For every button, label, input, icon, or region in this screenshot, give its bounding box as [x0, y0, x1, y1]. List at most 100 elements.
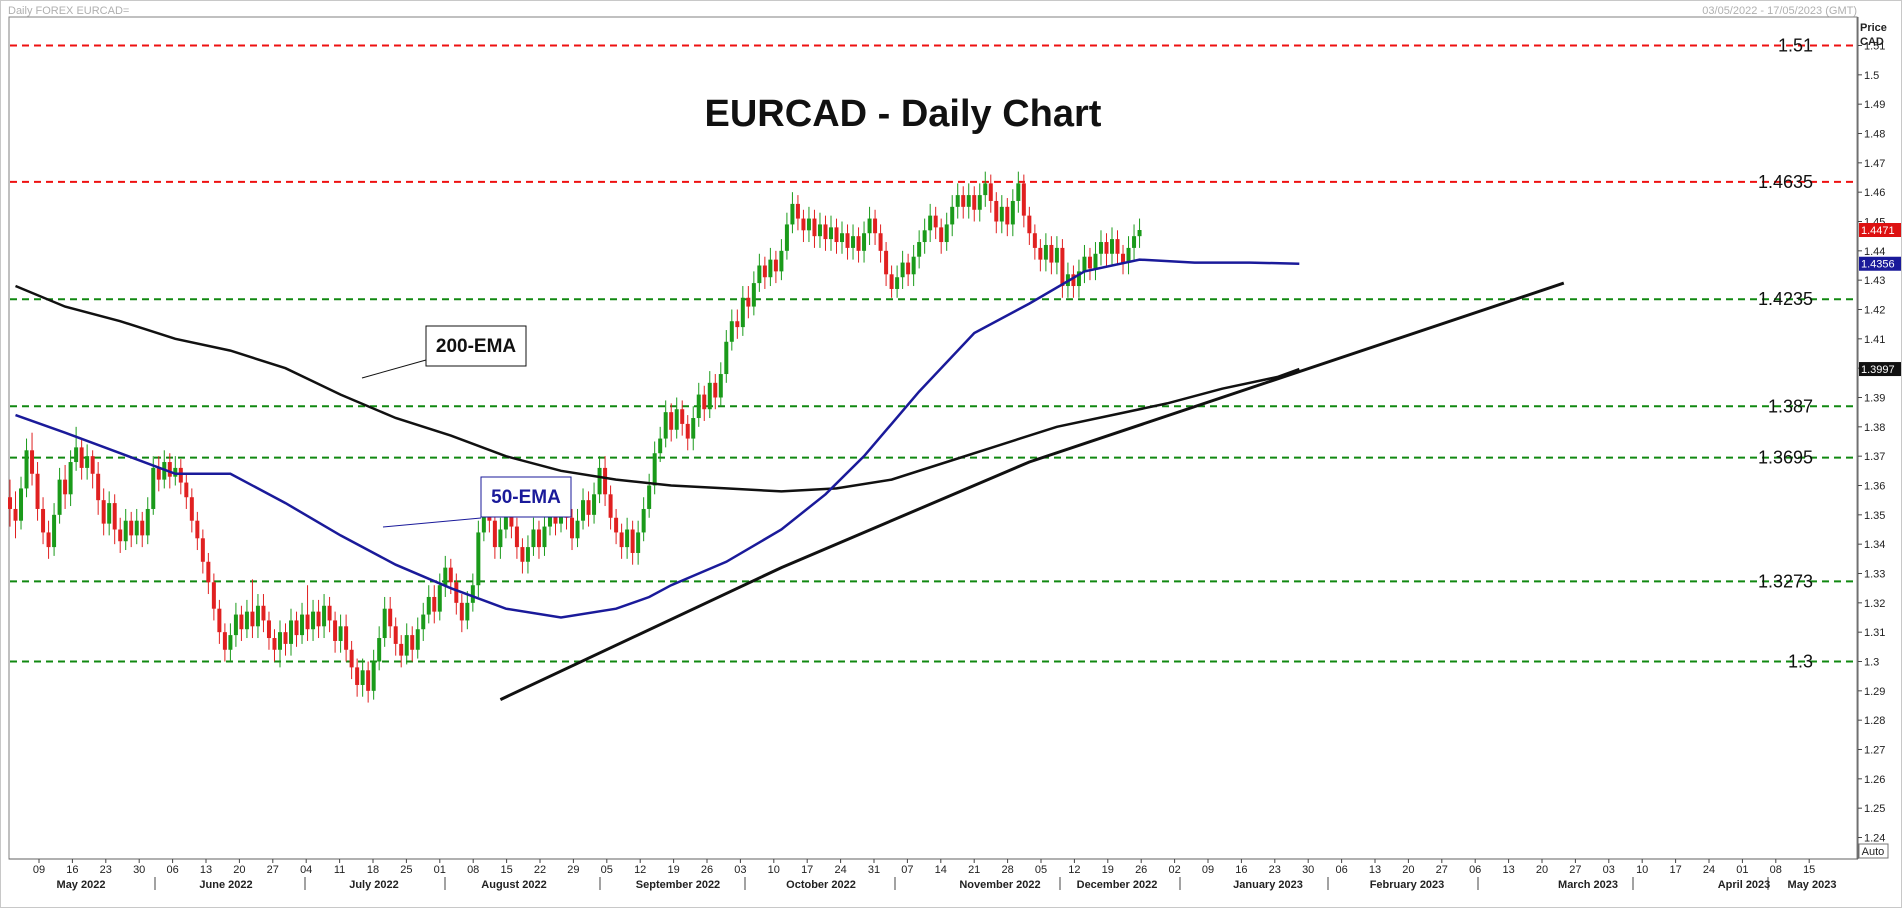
x-tick-label: 01	[1736, 864, 1748, 876]
candle	[845, 224, 850, 260]
y-tick-label: 1.24	[1864, 833, 1885, 845]
candle	[729, 309, 734, 351]
candle	[713, 374, 718, 410]
candle	[426, 585, 431, 624]
candle	[1027, 206, 1032, 245]
candle	[90, 450, 95, 489]
level-label-0: 1.51	[1778, 36, 1813, 56]
candle	[68, 450, 73, 507]
x-tick-label: 25	[400, 864, 412, 876]
candle	[140, 511, 145, 548]
candle	[217, 599, 222, 644]
candle	[377, 626, 382, 671]
month-label: September 2022	[636, 879, 720, 891]
candle	[145, 497, 150, 545]
candle	[24, 438, 29, 498]
month-label: March 2023	[1558, 879, 1618, 891]
candle	[206, 552, 211, 595]
candle	[96, 462, 101, 515]
x-tick-label: 02	[1168, 864, 1180, 876]
candle	[823, 215, 828, 251]
candle	[740, 286, 745, 336]
candle	[851, 224, 856, 260]
candle	[432, 585, 437, 624]
candle	[349, 640, 354, 680]
candle	[1126, 236, 1131, 275]
candle	[46, 520, 51, 559]
candle	[994, 192, 999, 234]
level-label-2: 1.4235	[1758, 289, 1813, 309]
price-tag-label-0: 1.4471	[1861, 225, 1895, 237]
y-tick-label: 1.35	[1864, 510, 1885, 522]
candle	[399, 635, 404, 668]
x-tick-label: 24	[834, 864, 846, 876]
x-tick-label: 20	[1402, 864, 1414, 876]
x-tick-label: 26	[701, 864, 713, 876]
candle	[200, 529, 205, 574]
candle	[437, 573, 442, 621]
x-tick-label: 03	[1603, 864, 1615, 876]
candle	[514, 517, 519, 559]
candle	[470, 573, 475, 612]
candle	[1016, 171, 1021, 213]
x-tick-label: 10	[1636, 864, 1648, 876]
candle	[52, 503, 57, 556]
candle	[933, 206, 938, 240]
y-tick-label: 1.42	[1864, 305, 1885, 317]
candle	[498, 517, 503, 559]
candle	[19, 476, 24, 530]
candle	[878, 224, 883, 263]
x-tick-label: 31	[868, 864, 880, 876]
candle	[939, 218, 944, 254]
candle	[1038, 239, 1043, 272]
month-label: January 2023	[1233, 879, 1303, 891]
month-label: August 2022	[481, 879, 546, 891]
candle	[1132, 224, 1137, 260]
ema50-callout-leader	[382, 517, 482, 528]
candle	[222, 623, 227, 662]
auto-scale-button[interactable]	[1858, 843, 1889, 859]
x-tick-label: 24	[1703, 864, 1715, 876]
x-tick-label: 09	[33, 864, 45, 876]
y-tick-label: 1.47	[1864, 158, 1885, 170]
candle	[305, 585, 310, 641]
candle	[862, 221, 867, 263]
x-tick-label: 19	[667, 864, 679, 876]
candle	[1032, 224, 1037, 260]
candle	[790, 192, 795, 234]
candle	[30, 432, 35, 486]
y-tick-label: 1.51	[1864, 41, 1885, 53]
candle	[311, 599, 316, 641]
candle	[261, 594, 266, 633]
candle	[255, 594, 260, 639]
candle	[603, 456, 608, 507]
candle	[1098, 230, 1103, 266]
candle	[735, 309, 740, 339]
chart-title: EURCAD - Daily Chart	[705, 93, 1102, 135]
x-tick-label: 30	[1302, 864, 1314, 876]
candle	[718, 362, 723, 407]
candle	[421, 602, 426, 641]
candle	[184, 473, 189, 509]
y-tick-label: 1.33	[1864, 569, 1885, 581]
y-tick-label: 1.36	[1864, 481, 1885, 493]
candle	[1010, 189, 1015, 237]
x-tick-label: 21	[968, 864, 980, 876]
x-tick-label: 23	[1269, 864, 1281, 876]
candle	[63, 464, 68, 509]
candle	[531, 517, 536, 556]
candle	[366, 661, 371, 703]
x-tick-label: 27	[1436, 864, 1448, 876]
candle	[658, 426, 663, 463]
candle	[999, 195, 1004, 234]
candle	[1082, 244, 1087, 284]
candle	[873, 209, 878, 245]
x-tick-label: 23	[100, 864, 112, 876]
x-tick-label: 17	[1669, 864, 1681, 876]
candle	[536, 520, 541, 559]
candle	[746, 286, 751, 319]
y-tick-label: 1.3	[1864, 657, 1879, 669]
level-label-1: 1.4635	[1758, 172, 1813, 192]
y-tick-label: 1.43	[1864, 275, 1885, 287]
x-tick-label: 13	[200, 864, 212, 876]
